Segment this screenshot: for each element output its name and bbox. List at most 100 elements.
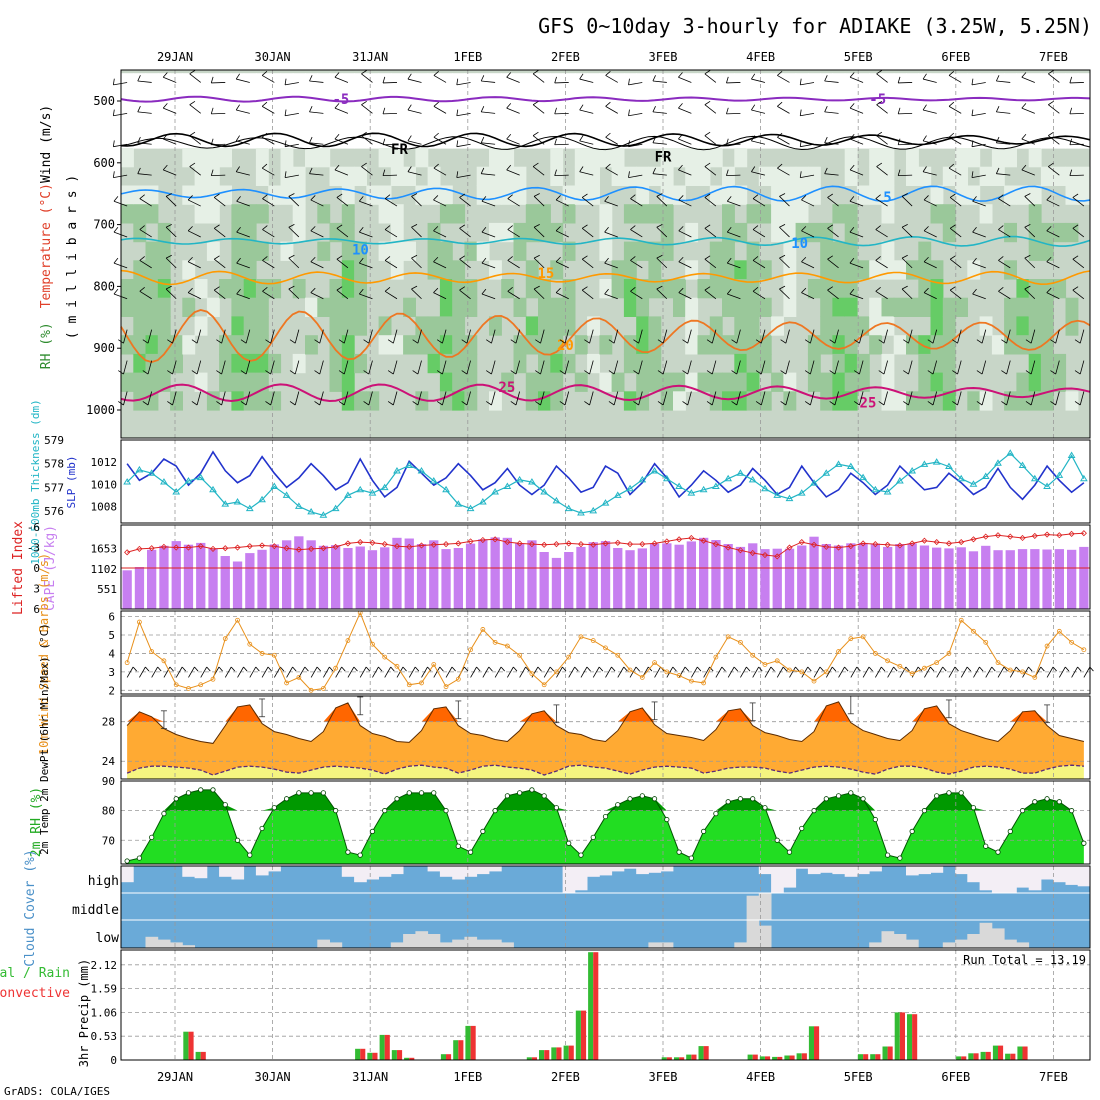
wind-barb-flag	[923, 256, 929, 263]
rh-cell	[844, 316, 858, 336]
rh-cell	[133, 110, 147, 130]
precip-convective-bar	[679, 1057, 685, 1060]
wind-barb	[704, 104, 717, 114]
wind10m-barb-flag	[917, 666, 922, 672]
rh-cell	[476, 166, 490, 186]
rh-cell	[734, 129, 748, 149]
wind-barb-flag	[657, 401, 664, 406]
rh-cell	[893, 260, 907, 280]
precip-convective-bar	[752, 1054, 758, 1060]
wind-barb-flag	[387, 370, 394, 375]
rh-cell	[194, 279, 208, 299]
wind10m-point	[983, 639, 989, 645]
wind-barb-flag	[804, 339, 811, 344]
rh-cell	[206, 204, 220, 224]
rh-cell	[771, 129, 784, 149]
precip-convective-bar	[985, 1051, 991, 1060]
wind-barb	[704, 228, 717, 238]
wind-barb-flag	[309, 75, 313, 82]
wind-barb-flag	[1021, 133, 1027, 140]
rh2m-point	[664, 816, 670, 823]
wind10m-barb-flag	[464, 666, 469, 672]
wind10m-barb	[789, 666, 796, 678]
wind-barb-flag	[384, 225, 391, 230]
top-date-label: 2FEB	[551, 50, 580, 64]
wind10m-point	[541, 682, 547, 688]
rh-cell	[317, 148, 331, 168]
rh-cell	[403, 241, 416, 261]
rh-cell	[918, 297, 932, 317]
rh2m-point	[1081, 840, 1087, 846]
rh-cell	[746, 241, 760, 261]
rh-cell	[709, 372, 723, 392]
rh2m-point	[553, 805, 560, 811]
wind10m-barb-flag	[844, 666, 849, 672]
rh-cell	[820, 372, 834, 392]
wind10m-barb-flag	[1052, 666, 1057, 672]
rh-cell	[979, 91, 993, 112]
rh-cell	[623, 297, 637, 317]
rh-cell	[979, 204, 993, 224]
cape-bar	[797, 545, 807, 609]
rh-cell	[243, 297, 257, 317]
wind-barb	[532, 104, 545, 114]
lifted-index-tick-label: -3	[27, 542, 40, 555]
wind10m-barb-flag	[709, 666, 714, 672]
wind-barb-flag	[875, 287, 881, 292]
rh2m-point	[149, 834, 155, 840]
rh-cell	[329, 166, 343, 186]
wind-barb-flag	[801, 226, 807, 232]
wind10m-barb-flag	[476, 666, 481, 672]
cloud-high-bar	[452, 866, 465, 880]
wind10m-point	[799, 669, 805, 675]
precip-total-bar	[968, 1053, 974, 1060]
wind-barb	[711, 329, 717, 344]
wind-barb-flag	[948, 132, 955, 138]
rh-cell	[746, 372, 760, 392]
cloud-high-bar	[182, 866, 195, 877]
wind10m-barb	[838, 666, 845, 678]
wind-barb-flag	[584, 339, 590, 344]
rh-cell	[648, 166, 662, 186]
cloud-high-bar	[427, 866, 441, 872]
wind-barb	[361, 166, 373, 176]
rh-cell	[1028, 353, 1042, 374]
rh-cell	[636, 185, 650, 205]
rh-cell	[574, 148, 588, 168]
wind10m-barb	[985, 666, 993, 678]
wind-barb	[630, 260, 643, 269]
credit-text: GrADS: COLA/IGES	[4, 1085, 110, 1098]
rh-cell	[746, 297, 760, 317]
rh-cell	[918, 91, 932, 112]
rh-cell	[734, 148, 748, 168]
rh-cell	[832, 335, 846, 355]
cloud-low-bar	[427, 934, 441, 948]
wind-barb-flag	[878, 401, 885, 406]
rh-cell	[305, 148, 318, 168]
rh-cell	[182, 148, 196, 168]
rh-cell	[427, 110, 441, 130]
wind-barb	[981, 391, 987, 406]
slp-ylabel: SLP (mb)	[65, 456, 78, 509]
rh-cell	[636, 110, 650, 130]
dewpoint-line	[126, 764, 1084, 776]
wind-barb	[1072, 228, 1085, 238]
rh-cell	[722, 110, 735, 130]
rh-cell	[206, 110, 220, 130]
wind10m-barb-flag	[770, 666, 775, 672]
wind-barb	[533, 196, 545, 207]
cape-bar	[637, 548, 647, 609]
rh2m-point	[995, 849, 1001, 855]
rh-cell	[562, 110, 576, 130]
slp-point	[209, 485, 217, 493]
wind10m-point	[566, 654, 572, 660]
wind10m-barb	[825, 666, 833, 678]
rh-cell	[722, 260, 735, 280]
top-date-label: 30JAN	[255, 50, 291, 64]
wind-barb	[901, 226, 913, 238]
rh-cell	[746, 204, 760, 224]
wind-barb	[751, 140, 766, 145]
lifted-index-line	[126, 532, 1084, 557]
wind-barb	[678, 138, 692, 145]
